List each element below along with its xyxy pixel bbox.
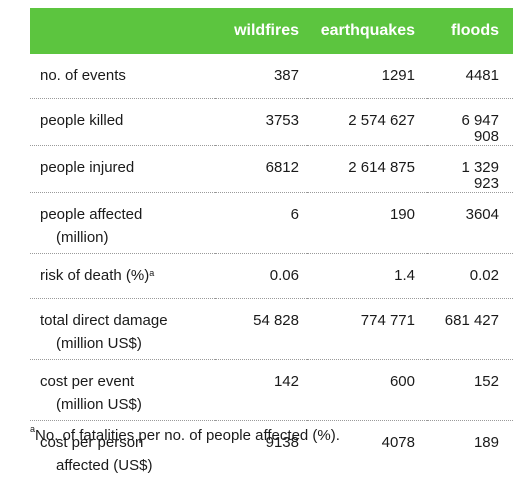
cell-wildfires: 3753	[215, 99, 307, 146]
cell-floods: 4481	[427, 54, 513, 99]
cell-earthquakes: 600	[307, 360, 427, 421]
cell-earthquakes: 190	[307, 193, 427, 254]
table-body: no. of events 387 1291 4481 people kille…	[30, 54, 513, 481]
row-label: people injured	[30, 146, 215, 193]
row-label: cost per event (million US$)	[30, 360, 215, 421]
cell-floods: 6 947 908	[427, 99, 513, 146]
table-row: people injured 6812 2 614 875 1 329 923	[30, 146, 513, 193]
row-label-subtext: (million US$)	[40, 397, 207, 420]
row-label-subtext: affected (US$)	[40, 458, 207, 481]
footnote-text: No. of fatalities per no. of people affe…	[35, 427, 340, 444]
table-row: cost per event (million US$) 142 600 152	[30, 360, 513, 421]
cell-earthquakes: 774 771	[307, 299, 427, 360]
header-wildfires: wildfires	[215, 8, 307, 54]
row-label-text: people killed	[40, 106, 207, 136]
row-label-text: no. of events	[40, 61, 207, 91]
cell-earthquakes: 2 574 627	[307, 99, 427, 146]
header-row: wildfires earthquakes floods	[30, 8, 513, 54]
table-row: people killed 3753 2 574 627 6 947 908	[30, 99, 513, 146]
disaster-statistics-table-container: wildfires earthquakes floods no. of even…	[30, 8, 513, 481]
cell-earthquakes: 1291	[307, 54, 427, 99]
footnote-marker: a	[149, 268, 154, 278]
table-row: people affected (million) 6 190 3604	[30, 193, 513, 254]
row-label: total direct damage (million US$)	[30, 299, 215, 360]
cell-earthquakes: 1.4	[307, 254, 427, 299]
header-empty-cell	[30, 8, 215, 54]
cell-floods: 189	[427, 421, 513, 481]
row-label-text: people injured	[40, 153, 207, 183]
cell-floods: 0.02	[427, 254, 513, 299]
cell-floods: 1 329 923	[427, 146, 513, 193]
row-label-text: total direct damage	[40, 306, 207, 336]
header-earthquakes: earthquakes	[307, 8, 427, 54]
cell-wildfires: 6812	[215, 146, 307, 193]
cell-floods: 152	[427, 360, 513, 421]
row-label-wrap: risk of death (%)a	[40, 261, 207, 291]
row-label: risk of death (%)a	[30, 254, 215, 299]
row-label: no. of events	[30, 54, 215, 99]
row-label-text: people affected	[40, 200, 207, 230]
row-label-text: cost per event	[40, 367, 207, 397]
row-label-subtext: (million US$)	[40, 336, 207, 359]
footnote-marker: a	[30, 424, 35, 434]
disaster-statistics-table: wildfires earthquakes floods no. of even…	[30, 8, 513, 481]
cell-earthquakes: 2 614 875	[307, 146, 427, 193]
row-label-text: risk of death (%)	[40, 267, 149, 284]
cell-wildfires: 387	[215, 54, 307, 99]
cell-wildfires: 54 828	[215, 299, 307, 360]
table-row: total direct damage (million US$) 54 828…	[30, 299, 513, 360]
row-label-subtext: (million)	[40, 230, 207, 253]
row-label: people affected (million)	[30, 193, 215, 254]
cell-wildfires: 142	[215, 360, 307, 421]
table-row: risk of death (%)a 0.06 1.4 0.02	[30, 254, 513, 299]
table-footnote: aNo. of fatalities per no. of people aff…	[30, 427, 340, 444]
cell-floods: 681 427	[427, 299, 513, 360]
cell-wildfires: 0.06	[215, 254, 307, 299]
cell-wildfires: 6	[215, 193, 307, 254]
cell-floods: 3604	[427, 193, 513, 254]
table-row: no. of events 387 1291 4481	[30, 54, 513, 99]
row-label: people killed	[30, 99, 215, 146]
table-header: wildfires earthquakes floods	[30, 8, 513, 54]
header-floods: floods	[427, 8, 513, 54]
